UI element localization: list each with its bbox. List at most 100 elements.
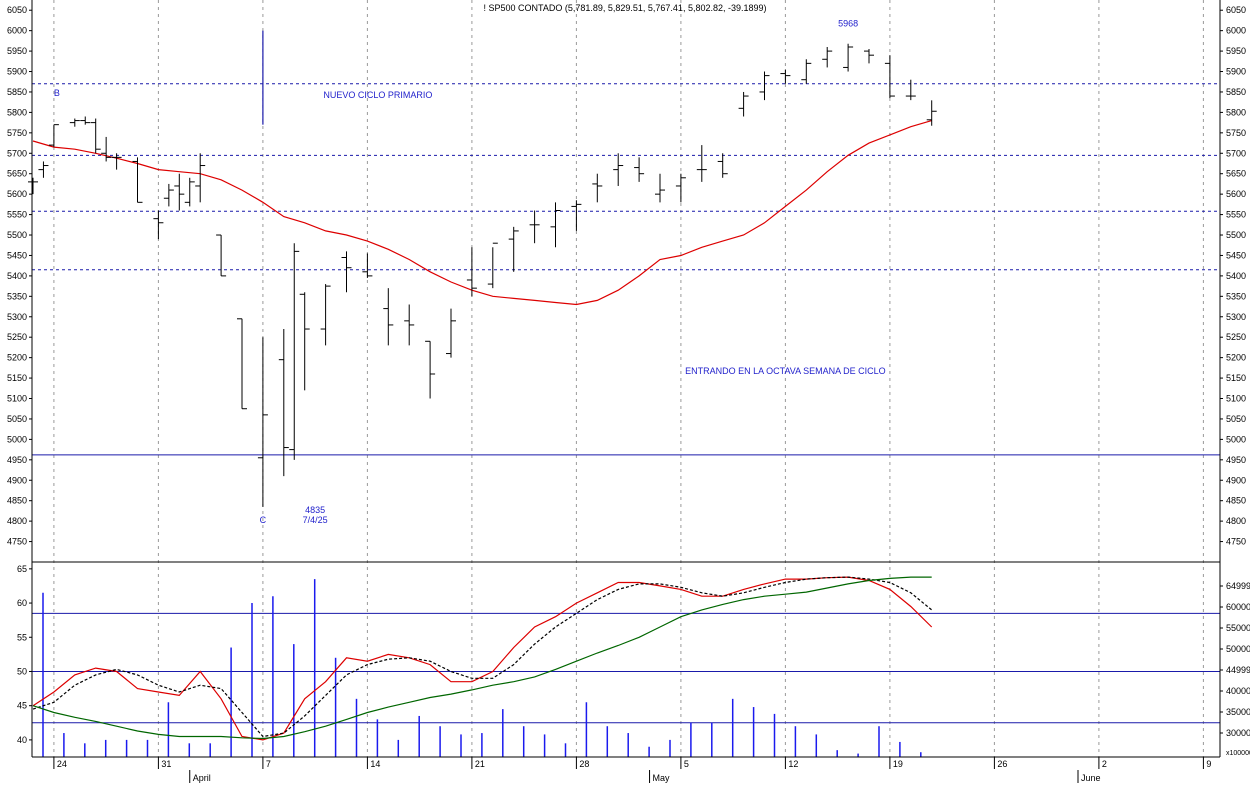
price-tick-label-right-5650: 5650 [1226, 169, 1246, 179]
price-tick-label-right-5450: 5450 [1226, 250, 1246, 260]
indicator-series-0 [32, 576, 933, 741]
price-tick-label-left-5600: 5600 [7, 189, 27, 199]
annotation-3: ENTRANDO EN LA OCTAVA SEMANA DE CICLO [685, 366, 886, 376]
price-tick-label-left-4900: 4900 [7, 475, 27, 485]
price-tick-label-left-4850: 4850 [7, 496, 27, 506]
price-tick-label-left-5000: 5000 [7, 434, 27, 444]
ohlc-bar-13 [195, 153, 206, 203]
price-tick-label-right-4850: 4850 [1226, 496, 1246, 506]
x-tick-label-12: 12 [788, 759, 798, 769]
volume-axis-note: x100000 [1226, 750, 1250, 757]
annotation-5: 4835 [305, 505, 325, 515]
ohlc-bar-47 [884, 55, 895, 99]
price-tick-label-right-5550: 5550 [1226, 210, 1246, 220]
ohlc-bar-32 [571, 200, 582, 231]
price-tick-label-left-5300: 5300 [7, 312, 27, 322]
ohlc-bar-7 [111, 153, 122, 170]
x-tick-label-24: 24 [57, 759, 67, 769]
price-tick-label-left-5500: 5500 [7, 230, 27, 240]
price-tick-label-left-6050: 6050 [7, 5, 27, 15]
ohlc-bar-12 [184, 177, 195, 207]
price-tick-label-left-5550: 5550 [7, 210, 27, 220]
ohlc-bar-24 [404, 304, 415, 346]
price-tick-label-right-5700: 5700 [1226, 148, 1246, 158]
volume-tick-label-1: 60000 [1226, 602, 1250, 612]
price-tick-label-right-4750: 4750 [1226, 537, 1246, 547]
price-tick-label-left-5850: 5850 [7, 87, 27, 97]
price-tick-label-left-5650: 5650 [7, 169, 27, 179]
x-tick-label-2: 2 [1102, 759, 1107, 769]
ohlc-bar-45 [843, 43, 854, 72]
ohlc-bar-27 [466, 247, 477, 297]
indicator-layer [32, 561, 1220, 757]
volume-tick-label-0: 64999 [1226, 581, 1250, 591]
month-label-May: May [653, 773, 671, 783]
ohlc-bar-4 [80, 116, 91, 125]
price-tick-label-right-5500: 5500 [1226, 230, 1246, 240]
price-tick-label-right-5400: 5400 [1226, 271, 1246, 281]
ohlc-bars-layer [28, 30, 937, 507]
ohlc-bar-16 [257, 337, 268, 507]
volume-tick-label-3: 50000 [1226, 644, 1250, 654]
ohlc-bar-44 [822, 47, 833, 68]
ohlc-bar-11 [174, 173, 185, 211]
price-tick-label-left-5200: 5200 [7, 353, 27, 363]
price-tick-label-right-5300: 5300 [1226, 312, 1246, 322]
ohlc-bar-20 [320, 284, 331, 346]
ohlc-bar-29 [508, 226, 519, 272]
ohlc-bar-9 [153, 210, 164, 240]
chart-title: ! SP500 CONTADO (5,781.89, 5,829.51, 5,7… [483, 3, 766, 13]
ohlc-bar-33 [592, 173, 603, 203]
annotation-1: NUEVO CICLO PRIMARIO [323, 90, 432, 100]
price-tick-label-right-5350: 5350 [1226, 291, 1246, 301]
ohlc-bar-22 [362, 253, 373, 278]
price-tick-label-left-4800: 4800 [7, 516, 27, 526]
price-tick-label-left-5150: 5150 [7, 373, 27, 383]
price-tick-label-right-6000: 6000 [1226, 26, 1246, 36]
indicator-tick-label-55: 55 [17, 632, 27, 642]
price-tick-label-left-6000: 6000 [7, 26, 27, 36]
price-tick-label-left-5800: 5800 [7, 107, 27, 117]
ohlc-bar-5 [90, 118, 101, 154]
ohlc-bar-43 [801, 59, 812, 84]
price-tick-label-left-5450: 5450 [7, 250, 27, 260]
ohlc-bar-36 [655, 173, 665, 203]
ohlc-bar-21 [341, 251, 352, 293]
volume-tick-label-4: 44999 [1226, 665, 1250, 675]
x-tick-label-21: 21 [475, 759, 485, 769]
price-tick-label-left-5950: 5950 [7, 46, 27, 56]
x-tick-label-31: 31 [161, 759, 171, 769]
price-tick-label-left-5250: 5250 [7, 332, 27, 342]
price-tick-label-right-4950: 4950 [1226, 455, 1246, 465]
price-tick-label-right-5250: 5250 [1226, 332, 1246, 342]
price-tick-label-left-5050: 5050 [7, 414, 27, 424]
price-tick-label-left-5350: 5350 [7, 291, 27, 301]
ohlc-bar-26 [446, 308, 456, 358]
ohlc-bar-49 [926, 100, 937, 126]
ohlc-bar-25 [425, 340, 436, 399]
ohlc-bar-35 [634, 157, 645, 182]
ohlc-bar-38 [696, 145, 707, 182]
annotation-2: 5968 [838, 19, 858, 29]
annotation-6: 7/4/25 [303, 515, 328, 525]
price-tick-label-left-5700: 5700 [7, 148, 27, 158]
ohlc-bar-3 [69, 118, 80, 127]
ohlc-bar-1 [38, 161, 49, 178]
price-tick-label-right-5050: 5050 [1226, 414, 1246, 424]
ohlc-bar-2 [48, 124, 59, 148]
moving-average-layer [32, 120, 932, 306]
x-tick-label-28: 28 [579, 759, 589, 769]
indicator-tick-label-50: 50 [17, 666, 27, 676]
price-tick-label-right-5100: 5100 [1226, 394, 1246, 404]
ohlc-bar-10 [163, 183, 174, 207]
annotation-0: B [54, 88, 60, 98]
volume-tick-label-2: 55000 [1226, 623, 1250, 633]
price-tick-label-left-5750: 5750 [7, 128, 27, 138]
price-tick-label-right-5900: 5900 [1226, 67, 1246, 77]
x-tick-label-5: 5 [684, 759, 689, 769]
x-tick-label-9: 9 [1206, 759, 1211, 769]
ohlc-bar-42 [780, 69, 791, 84]
